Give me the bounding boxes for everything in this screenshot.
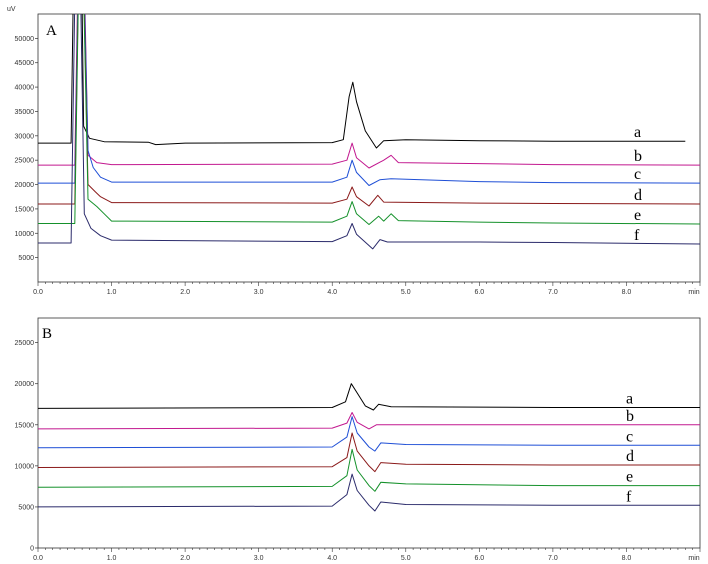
- series-line-a: [38, 383, 700, 411]
- x-tick-label: 7.0: [548, 555, 558, 562]
- y-tick-label: 45000: [15, 60, 35, 67]
- series-line-d: [38, 14, 700, 207]
- x-tick-label: 8.0: [622, 289, 632, 296]
- series-label-e: e: [634, 207, 641, 224]
- series-line-e: [38, 448, 700, 492]
- x-tick-label: 1.0: [107, 555, 117, 562]
- x-tick-label: 2.0: [180, 289, 190, 296]
- x-tick-label: 7.0: [548, 289, 558, 296]
- series-line-c: [38, 14, 700, 186]
- series-label-a: a: [634, 124, 641, 141]
- panel-b: 0 5000 10000 15000 20000 25000 0.0 1.0 2.0 3.0 4.0…: [15, 317, 701, 562]
- y-tick-label: 30000: [15, 133, 35, 140]
- y-tick-label: 35000: [15, 109, 35, 116]
- y-tick-label: 20000: [15, 381, 35, 388]
- series-label-c: c: [634, 166, 641, 183]
- y-tick-label: 0: [30, 546, 34, 553]
- panel-label: A: [46, 23, 57, 39]
- y-tick-label: 5000: [18, 255, 34, 262]
- x-tick-label: 4.0: [327, 555, 337, 562]
- x-unit-label: min: [688, 289, 699, 296]
- series-label-e: e: [626, 469, 633, 486]
- series-label-b: b: [626, 408, 634, 425]
- panel-a: 5000 10000 15000 20000 25000 30000 35000 40000 4…: [7, 6, 701, 296]
- x-tick-label: 0.0: [33, 289, 43, 296]
- series-line-b: [38, 14, 700, 169]
- x-tick-label: 3.0: [254, 289, 264, 296]
- y-unit-label: uV: [7, 6, 16, 13]
- x-tick-label: 6.0: [474, 555, 484, 562]
- series-label-c: c: [626, 428, 633, 445]
- plot-frame: [37, 317, 701, 549]
- series-label-f: f: [634, 227, 640, 244]
- series-label-d: d: [626, 448, 634, 465]
- series-label-a: a: [626, 391, 633, 408]
- x-tick-label: 6.0: [474, 289, 484, 296]
- x-tick-label: 3.0: [254, 555, 264, 562]
- panel-label: B: [42, 326, 52, 342]
- x-tick-label: 1.0: [107, 289, 117, 296]
- series-line-c: [38, 416, 700, 452]
- y-tick-label: 15000: [15, 206, 35, 213]
- series-line-a: [38, 14, 686, 149]
- x-tick-label: 0.0: [33, 555, 43, 562]
- x-tick-label: 5.0: [401, 289, 411, 296]
- y-tick-label: 5000: [18, 504, 34, 511]
- x-tick-label: 4.0: [327, 289, 337, 296]
- y-tick-label: 50000: [15, 36, 35, 43]
- y-tick-label: 40000: [15, 85, 35, 92]
- series-line-d: [38, 432, 700, 473]
- series-label-b: b: [634, 148, 642, 165]
- series-label-d: d: [634, 187, 642, 204]
- plot-frame: [37, 13, 701, 283]
- x-tick-label: 8.0: [622, 555, 632, 562]
- series-line-f: [38, 473, 700, 512]
- y-tick-label: 10000: [15, 463, 35, 470]
- y-tick-label: 25000: [15, 158, 35, 165]
- series-line-b: [38, 412, 700, 430]
- x-tick-label: 5.0: [401, 555, 411, 562]
- series-line-f: [38, 14, 700, 250]
- series-label-f: f: [626, 488, 632, 505]
- y-tick-label: 25000: [15, 340, 35, 347]
- y-tick-label: 20000: [15, 182, 35, 189]
- y-tick-label: 10000: [15, 231, 35, 238]
- y-tick-label: 15000: [15, 422, 35, 429]
- x-tick-label: 2.0: [180, 555, 190, 562]
- series-line-e: [38, 14, 700, 225]
- x-unit-label: min: [688, 555, 699, 562]
